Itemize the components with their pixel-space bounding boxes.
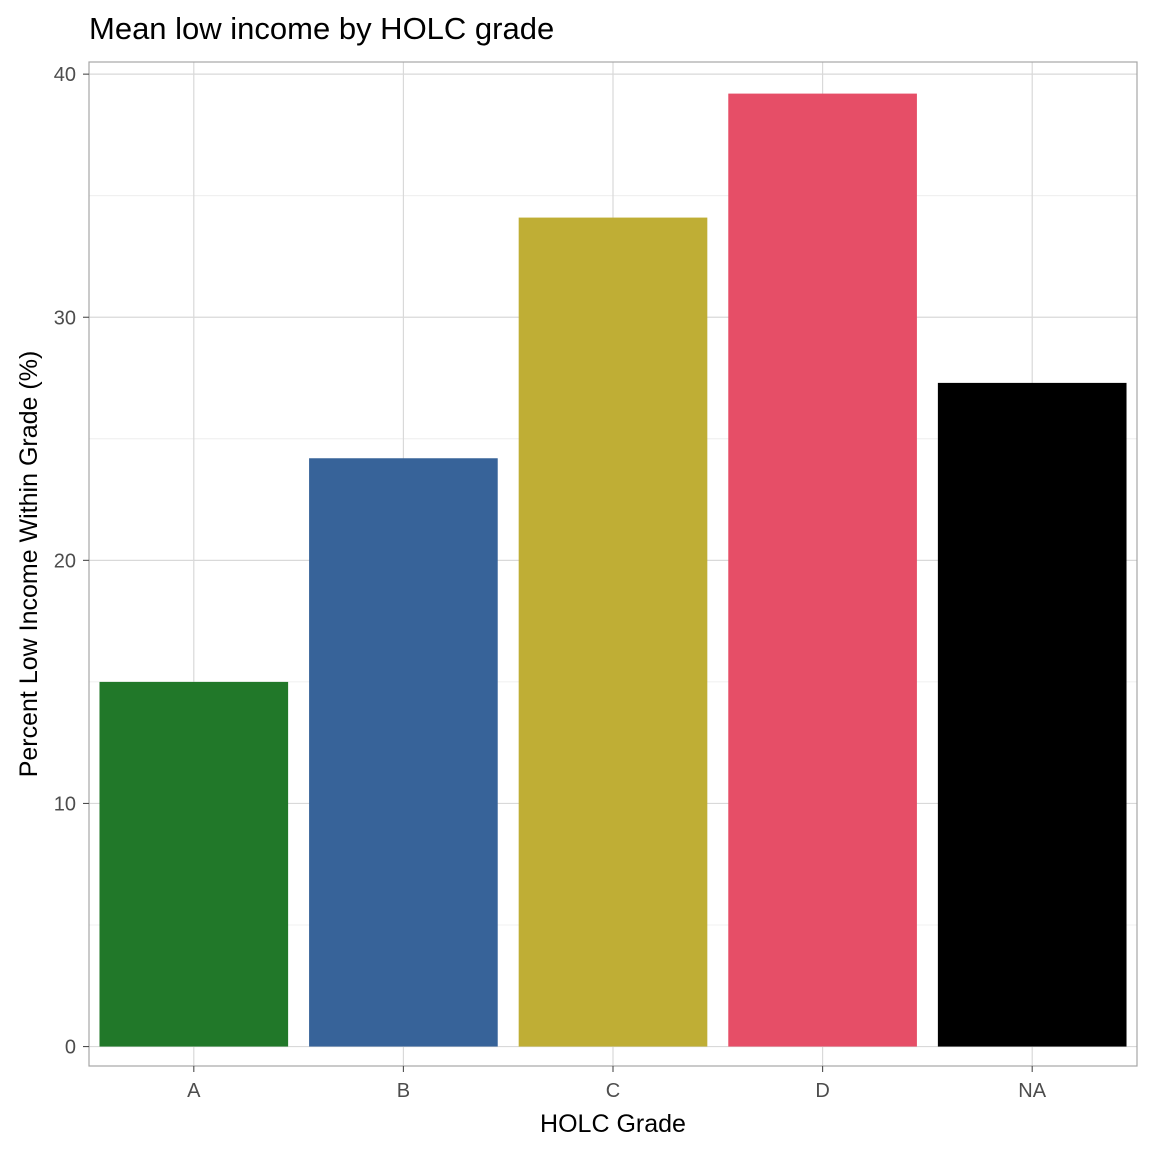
bar-c [518, 217, 708, 1047]
x-tick-label: NA [1018, 1080, 1046, 1102]
x-tick-label: D [815, 1080, 829, 1102]
x-axis: A B C D NA [187, 1066, 1047, 1102]
bar-b [309, 458, 498, 1047]
y-tick-label: 30 [54, 307, 76, 329]
x-tick-label: A [187, 1080, 201, 1102]
bar-a [99, 681, 289, 1047]
y-axis: 0 10 20 30 40 [54, 64, 89, 1059]
y-tick-label: 0 [65, 1037, 76, 1059]
y-tick-label: 10 [54, 793, 76, 815]
bar-na [937, 382, 1127, 1047]
x-tick-label: B [397, 1080, 410, 1102]
x-axis-title: HOLC Grade [540, 1110, 686, 1138]
y-axis-title: Percent Low Income Within Grade (%) [15, 351, 43, 778]
y-tick-label: 40 [54, 64, 76, 86]
bars [99, 93, 1127, 1047]
bar-d [728, 93, 917, 1047]
chart-title: Mean low income by HOLC grade [89, 11, 554, 46]
x-tick-label: C [606, 1080, 620, 1102]
y-tick-label: 20 [54, 550, 76, 572]
